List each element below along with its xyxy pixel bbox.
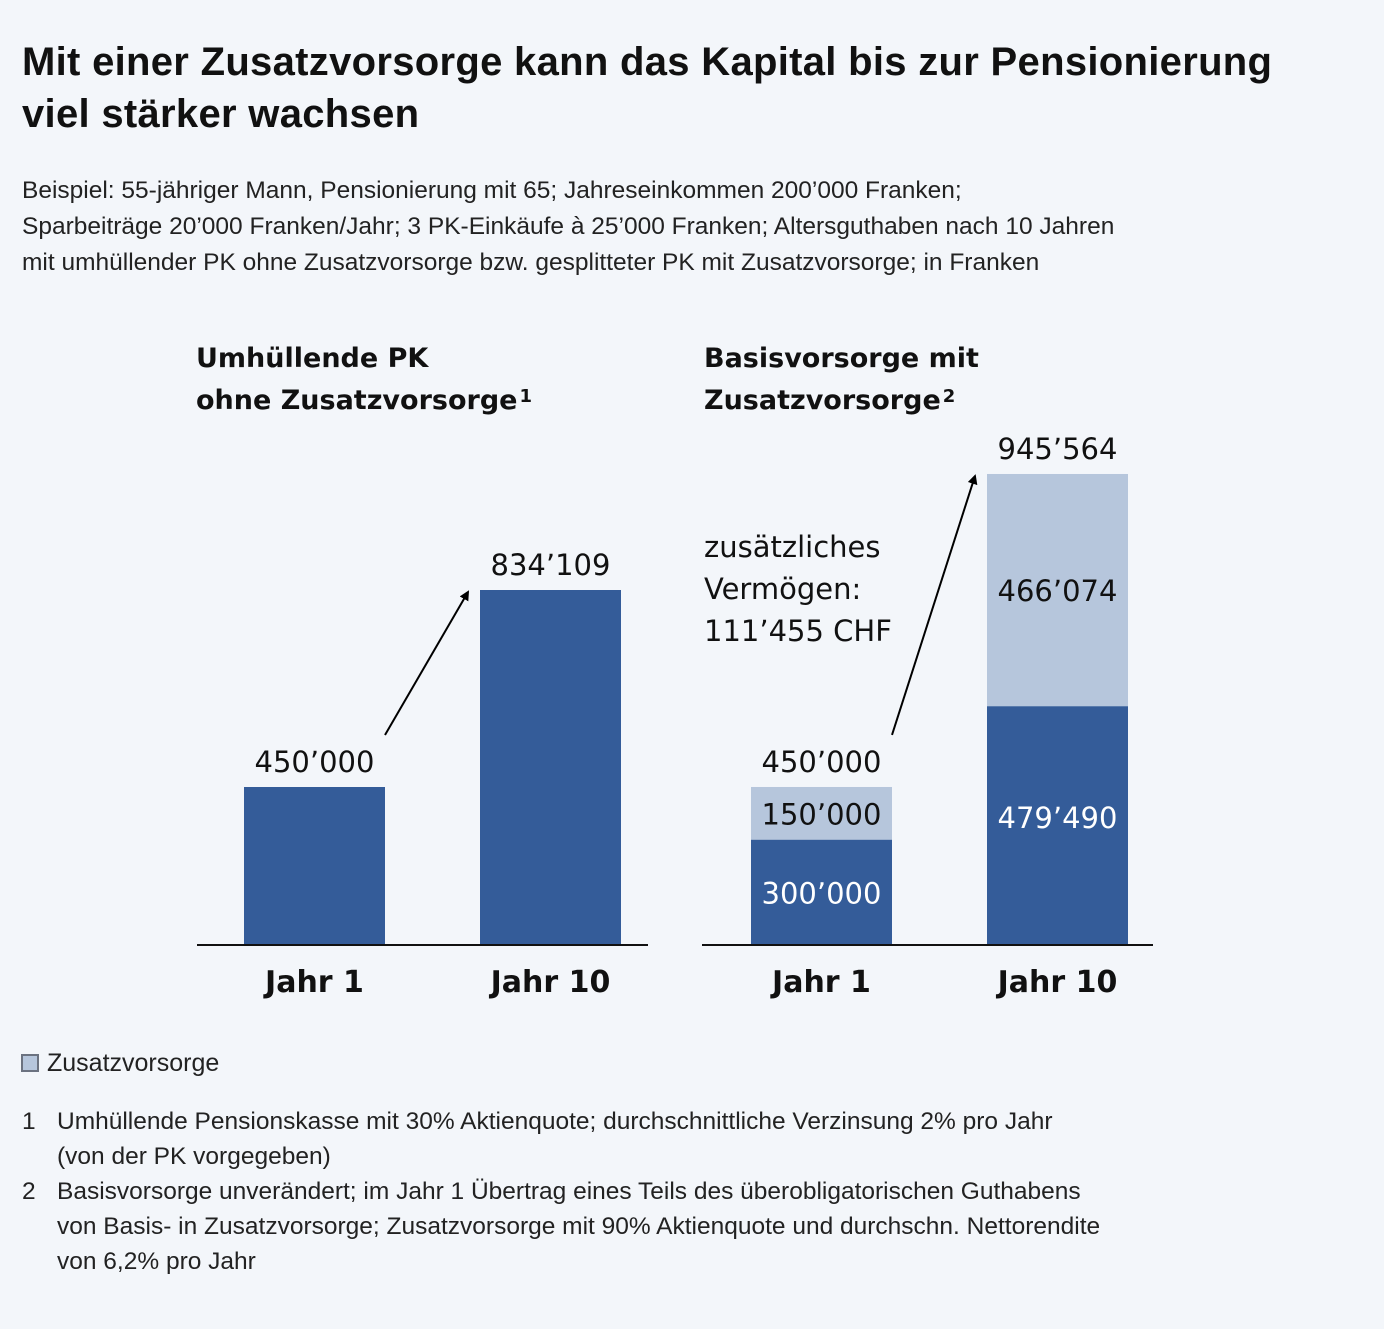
category-label: Jahr 1 <box>770 965 871 1000</box>
segment-label-zusatzvorsorge: 150’000 <box>762 797 882 831</box>
subtitle-line: Beispiel: 55-jähriger Mann, Pensionierun… <box>22 177 962 204</box>
footnote-line: (von der PK vorgegeben) <box>57 1143 331 1170</box>
footnote-number: 2 <box>22 1178 36 1205</box>
total-label: 450’000 <box>762 745 882 779</box>
legend-swatch-zusatzvorsorge <box>21 1054 39 1072</box>
footnote-line: von Basis- in Zusatzvorsorge; Zusatzvors… <box>57 1213 1101 1240</box>
segment-label-zusatzvorsorge: 466’074 <box>998 574 1118 608</box>
chart-title: Mit einer Zusatzvorsorge kann das Kapita… <box>22 36 1322 140</box>
panel-title-line: Zusatzvorsorge 2 <box>704 380 979 422</box>
bar-segment-basisvorsorge <box>987 706 1128 945</box>
panel-title-line: Umhüllende PK <box>196 343 429 374</box>
panel-title-line: ohne Zusatzvorsorge 1 <box>196 380 532 422</box>
footnote-text: Umhüllende Pensionskasse mit 30% Aktienq… <box>57 1104 1362 1174</box>
footnote-ref-1: 1 <box>519 386 532 407</box>
total-label: 945’564 <box>998 432 1118 466</box>
footnotes: 1 Umhüllende Pensionskasse mit 30% Aktie… <box>22 1104 1362 1279</box>
footnote-1: 1 Umhüllende Pensionskasse mit 30% Aktie… <box>22 1104 1362 1174</box>
bar-jahr-10 <box>480 590 621 945</box>
chart-left: 450’000 Jahr 1 834’109 Jahr 10 <box>197 548 648 1000</box>
annotation-line: zusätzliches <box>704 530 881 564</box>
footnote-2: 2 Basisvorsorge unverändert; im Jahr 1 Ü… <box>22 1174 1362 1279</box>
additional-wealth-annotation: zusätzliches Vermögen: 111’455 CHF <box>704 526 892 652</box>
bar-segment-zusatzvorsorge <box>987 473 1128 707</box>
footnote-number: 1 <box>22 1108 36 1135</box>
panel-title-line: Basisvorsorge mit <box>704 343 979 374</box>
category-label: Jahr 1 <box>263 965 364 1000</box>
growth-arrow <box>891 474 978 736</box>
subtitle-line: Sparbeiträge 20’000 Franken/Jahr; 3 PK-E… <box>22 213 1115 240</box>
panel-title-right: Basisvorsorge mit Zusatzvorsorge 2 <box>704 338 979 422</box>
bar-segment-basisvorsorge <box>751 839 892 945</box>
footnote-line: Umhüllende Pensionskasse mit 30% Aktienq… <box>57 1108 1053 1135</box>
bar-segment-zusatzvorsorge <box>751 786 892 840</box>
category-label: Jahr 10 <box>996 965 1118 1000</box>
subtitle-line: mit umhüllender PK ohne Zusatzvorsorge b… <box>22 249 1040 276</box>
growth-arrow <box>384 590 470 736</box>
footnote-line: Basisvorsorge unverändert; im Jahr 1 Übe… <box>57 1178 1081 1205</box>
annotation-line: 111’455 CHF <box>704 614 892 648</box>
category-label: Jahr 10 <box>489 965 611 1000</box>
chart-subtitle: Beispiel: 55-jähriger Mann, Pensionierun… <box>22 173 1362 281</box>
chart-right: 300’000 150’000 450’000 Jahr 1 479’490 466’07… <box>702 432 1153 1000</box>
total-label: 450’000 <box>255 745 375 779</box>
panel-title-line-text: Zusatzvorsorge <box>704 385 941 416</box>
bar-jahr-1 <box>244 787 385 945</box>
footnote-text: Basisvorsorge unverändert; im Jahr 1 Übe… <box>57 1174 1362 1279</box>
segment-label-basisvorsorge: 479’490 <box>998 801 1118 835</box>
bar-charts: 450’000 Jahr 1 834’109 Jahr 10 300’000 150’0… <box>197 432 1153 1000</box>
footnote-ref-2: 2 <box>942 386 956 407</box>
total-label: 834’109 <box>491 548 611 582</box>
legend: Zusatzvorsorge <box>21 1047 219 1079</box>
chart-title-text: Mit einer Zusatzvorsorge kann das Kapita… <box>22 40 1273 136</box>
panel-title-left: Umhüllende PK ohne Zusatzvorsorge 1 <box>196 338 532 422</box>
annotation-line: Vermögen: <box>704 572 862 606</box>
segment-label-basisvorsorge: 300’000 <box>762 877 882 911</box>
footnote-line: von 6,2% pro Jahr <box>57 1248 256 1275</box>
legend-label: Zusatzvorsorge <box>47 1048 220 1077</box>
panel-title-line-text: ohne Zusatzvorsorge <box>196 385 518 416</box>
